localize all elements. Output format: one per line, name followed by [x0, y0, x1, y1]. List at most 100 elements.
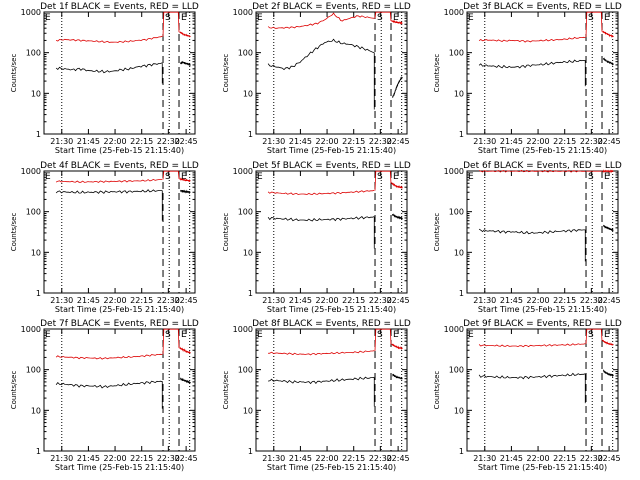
start-marker-label: S [165, 13, 171, 23]
y-tick-label: 10 [243, 89, 253, 98]
series-events-pre [478, 372, 586, 380]
y-tick-label: 1 [36, 130, 41, 139]
x-axis-label: Start Time (25-Feb-15 21:15:40) [55, 305, 184, 314]
x-tick-label: 22:15 [553, 454, 576, 463]
y-tick-label: 10 [31, 406, 41, 415]
series-lld-pre [55, 353, 163, 360]
plot-frame [255, 11, 408, 135]
x-tick-label: 22:30 [580, 137, 603, 146]
end-marker-label: E [468, 172, 474, 182]
y-tick-label: 10 [454, 89, 464, 98]
panel-title: Det 6f BLACK = Events, RED = LLD [463, 161, 622, 171]
series-events-post [603, 57, 614, 66]
y-tick-label: 100 [238, 49, 253, 58]
x-tick-label: 21:45 [77, 137, 100, 146]
x-tick-label: 22:00 [104, 454, 127, 463]
panel-title: Det 9f BLACK = Events, RED = LLD [463, 319, 622, 329]
end-marker-label: E [604, 172, 610, 182]
y-axis-label: Counts/sec [433, 213, 441, 252]
y-axis-label: Counts/sec [433, 371, 441, 410]
x-axis-label: Start Time (25-Feb-15 21:15:40) [267, 463, 396, 472]
panel-6: Det 6f BLACK = Events, RED = LLD 1 10 100 10… [433, 161, 622, 314]
end-marker-label: E [257, 13, 263, 23]
x-tick-label: 22:30 [157, 454, 180, 463]
x-tick-label: 22:45 [387, 296, 410, 305]
series-lld-post [602, 169, 614, 174]
y-tick-label: 100 [26, 208, 41, 217]
end-marker-label: E [181, 330, 187, 340]
series-lld-pre [268, 350, 375, 356]
y-tick-label: 10 [243, 248, 253, 257]
series-lld-post [391, 19, 403, 25]
panel-3: Det 3f BLACK = Events, RED = LLD 1 10 100 10… [433, 2, 622, 155]
x-tick-label: 22:00 [527, 296, 550, 305]
y-tick-label: 1000 [444, 167, 464, 176]
y-tick-label: 1000 [233, 8, 253, 17]
x-tick-label: 22:30 [369, 454, 392, 463]
x-axis-label: Start Time (25-Feb-15 21:15:40) [267, 146, 396, 155]
series-lld-saturated [374, 170, 392, 191]
y-tick-label: 1 [36, 447, 41, 456]
panel-8: Det 8f BLACK = Events, RED = LLD 1 10 100 10… [222, 319, 411, 472]
start-marker-label: S [377, 13, 383, 23]
series-lld-saturated [162, 170, 180, 180]
end-marker-label: E [181, 13, 187, 23]
y-tick-label: 1 [36, 289, 41, 298]
series-events-post [180, 377, 191, 384]
plot-frame [466, 328, 619, 452]
y-tick-label: 10 [454, 406, 464, 415]
x-tick-label: 21:45 [77, 296, 100, 305]
start-marker-label: S [588, 330, 594, 340]
y-tick-label: 1 [459, 447, 464, 456]
y-tick-label: 10 [31, 248, 41, 257]
y-tick-label: 10 [31, 89, 41, 98]
x-axis-label: Start Time (25-Feb-15 21:15:40) [267, 305, 396, 314]
x-tick-label: 21:30 [262, 137, 285, 146]
x-tick-label: 21:30 [262, 296, 285, 305]
series-lld-pre [478, 36, 586, 43]
series-events-post [180, 189, 191, 195]
end-marker-label: E [45, 330, 51, 340]
start-marker-label: S [377, 172, 383, 182]
y-tick-label: 1000 [444, 8, 464, 17]
y-tick-label: 100 [238, 208, 253, 217]
x-tick-label: 22:15 [342, 296, 365, 305]
x-axis-label: Start Time (25-Feb-15 21:15:40) [478, 463, 607, 472]
y-tick-label: 100 [449, 366, 464, 375]
x-tick-label: 21:45 [500, 137, 523, 146]
panel-9: Det 9f BLACK = Events, RED = LLD 1 10 100 10… [433, 319, 622, 472]
series-lld-post [179, 177, 191, 183]
x-tick-label: 22:15 [130, 296, 153, 305]
series-lld-saturated [162, 328, 180, 355]
x-tick-label: 22:00 [527, 454, 550, 463]
start-marker-label: S [588, 13, 594, 23]
end-marker-label: E [393, 13, 399, 23]
panel-title: Det 4f BLACK = Events, RED = LLD [40, 161, 199, 171]
y-tick-label: 1 [459, 130, 464, 139]
y-tick-label: 1000 [21, 325, 41, 334]
series-lld-post [602, 339, 614, 346]
x-tick-label: 22:45 [598, 454, 621, 463]
end-marker-label: E [604, 13, 610, 23]
start-marker-label: S [377, 330, 383, 340]
series-events-pre [55, 62, 163, 74]
y-tick-label: 1 [248, 130, 253, 139]
series-lld-pre [478, 169, 586, 173]
series-events-pre [267, 38, 375, 71]
series-lld-saturated [374, 11, 392, 22]
plot-frame [43, 11, 196, 135]
series-lld-pre [55, 178, 163, 183]
x-tick-label: 21:30 [50, 137, 73, 146]
x-tick-label: 22:00 [316, 296, 339, 305]
start-marker-label: S [588, 172, 594, 182]
panel-7: Det 7f BLACK = Events, RED = LLD 1 10 100 10… [10, 319, 199, 472]
x-tick-label: 22:30 [580, 454, 603, 463]
y-axis-label: Counts/sec [222, 54, 230, 93]
x-tick-label: 21:45 [77, 454, 100, 463]
panel-title: Det 3f BLACK = Events, RED = LLD [463, 2, 622, 12]
y-axis-label: Counts/sec [10, 371, 18, 410]
end-marker-label: E [45, 13, 51, 23]
series-events-post [392, 213, 403, 221]
series-events-pre [55, 189, 163, 194]
end-marker-label: E [257, 172, 263, 182]
